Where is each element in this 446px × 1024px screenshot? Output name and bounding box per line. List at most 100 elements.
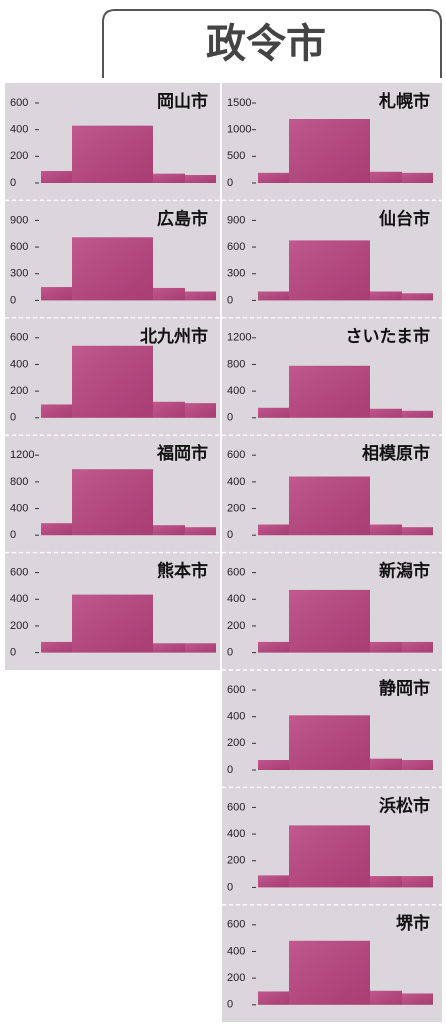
- bar-shade: [289, 825, 370, 888]
- y-tick-label: 1000: [227, 124, 251, 136]
- bar-shade: [370, 641, 402, 653]
- y-tick-label: 600: [227, 567, 245, 579]
- chart-title: 広島市: [157, 208, 208, 229]
- y-tick-label: 400: [10, 502, 28, 514]
- bar-shade: [72, 237, 153, 301]
- y-tick-label: 0: [10, 647, 16, 659]
- bar-shade: [153, 525, 185, 536]
- y-tick-label: 300: [227, 268, 245, 280]
- y-tick-label: 400: [10, 358, 28, 370]
- bar-shade: [289, 715, 370, 770]
- bar-shade: [185, 175, 216, 183]
- y-tick-label: 500: [227, 150, 245, 162]
- y-tick-label: 0: [227, 881, 233, 893]
- bar-shade: [402, 993, 433, 1005]
- bar-shade: [258, 407, 289, 418]
- y-tick-label: 600: [227, 919, 245, 931]
- y-tick-label: 900: [227, 214, 245, 226]
- header-tab: [102, 9, 442, 78]
- bar-shade: [258, 991, 289, 1005]
- y-tick-label: 200: [227, 855, 245, 867]
- bar-shade: [289, 365, 370, 418]
- bar-shade: [289, 940, 370, 1005]
- bar-shade: [370, 408, 402, 418]
- bar-shade: [72, 125, 153, 183]
- bar-shade: [41, 523, 72, 536]
- y-tick-label: 800: [227, 358, 245, 370]
- y-tick-label: 0: [227, 647, 233, 659]
- y-tick-label: 0: [227, 294, 233, 306]
- y-tick-label: 0: [10, 412, 16, 424]
- bar-shade: [370, 876, 402, 888]
- bar-shade: [402, 760, 433, 770]
- y-tick-label: 0: [227, 999, 233, 1011]
- y-tick-label: 800: [10, 476, 28, 488]
- chart-title: 福岡市: [156, 443, 208, 464]
- bar-shade: [41, 287, 72, 301]
- bar-shade: [72, 345, 153, 418]
- y-tick-label: 600: [10, 241, 28, 253]
- y-tick-label: 200: [227, 737, 245, 749]
- bar-shade: [402, 172, 433, 183]
- bar-shade: [153, 643, 185, 653]
- y-tick-label: 600: [10, 567, 28, 579]
- y-tick-label: 200: [227, 502, 245, 514]
- chart-title: 岡山市: [157, 91, 208, 112]
- y-tick-label: 200: [227, 972, 245, 984]
- bar-shade: [258, 172, 289, 183]
- y-tick-label: 400: [10, 124, 28, 136]
- y-tick-label: 600: [10, 97, 28, 109]
- header-title: 政令市: [206, 21, 326, 67]
- y-tick-label: 200: [10, 385, 28, 397]
- bar-shade: [153, 287, 185, 301]
- bar-shade: [370, 171, 402, 183]
- bar-shade: [289, 119, 370, 183]
- bar-shade: [258, 760, 289, 770]
- chart-title: 相模原市: [362, 443, 430, 464]
- y-tick-label: 400: [227, 476, 245, 488]
- bar-shade: [258, 875, 289, 888]
- y-tick-label: 400: [227, 711, 245, 723]
- y-tick-label: 1500: [227, 97, 251, 109]
- chart-title: 仙台市: [379, 208, 430, 229]
- bar-shade: [72, 469, 153, 536]
- bar-shade: [72, 594, 153, 653]
- bar-shade: [153, 173, 185, 183]
- y-tick-label: 200: [10, 620, 28, 632]
- chart-title: 札幌市: [378, 91, 430, 112]
- bar-shade: [258, 524, 289, 536]
- chart-title: 堺市: [396, 913, 430, 934]
- y-tick-label: 400: [227, 385, 245, 397]
- bar-shade: [402, 527, 433, 536]
- bar-shade: [185, 291, 216, 301]
- y-tick-label: 0: [10, 177, 16, 189]
- bar-shade: [185, 527, 216, 536]
- y-tick-label: 1200: [10, 449, 34, 461]
- y-tick-label: 0: [227, 764, 233, 776]
- y-tick-label: 0: [227, 177, 233, 189]
- y-tick-label: 300: [10, 268, 28, 280]
- y-tick-label: 600: [227, 684, 245, 696]
- y-tick-label: 600: [227, 241, 245, 253]
- bar-shade: [402, 410, 433, 418]
- bar-shade: [185, 403, 216, 418]
- bar-shade: [185, 643, 216, 653]
- bar-shade: [370, 758, 402, 770]
- bar-shade: [289, 589, 370, 653]
- y-tick-label: 0: [10, 294, 16, 306]
- y-tick-label: 400: [10, 593, 28, 605]
- y-tick-label: 0: [227, 412, 233, 424]
- chart-title: 新潟市: [379, 561, 430, 582]
- bar-shade: [370, 524, 402, 536]
- bar-shade: [370, 990, 402, 1005]
- y-tick-label: 0: [10, 529, 16, 541]
- bar-shade: [41, 404, 72, 418]
- bar-shade: [370, 291, 402, 301]
- chart-title: 静岡市: [379, 678, 430, 699]
- bar-shade: [289, 476, 370, 536]
- chart-title: さいたま市: [346, 326, 431, 347]
- bar-shade: [153, 401, 185, 418]
- y-tick-label: 600: [227, 801, 245, 813]
- y-tick-label: 900: [10, 214, 28, 226]
